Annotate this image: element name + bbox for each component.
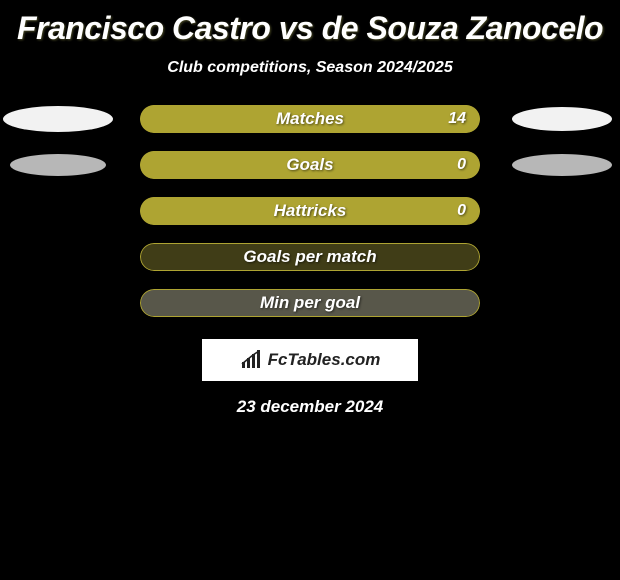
stat-bar: Min per goal (140, 289, 480, 317)
stat-bar: Matches14 (140, 105, 480, 133)
stats-rows: Matches14Goals0Hattricks0Goals per match… (0, 105, 620, 317)
stat-row: Goals0 (0, 151, 620, 179)
left-ellipse-slot (0, 106, 116, 132)
page-subtitle: Club competitions, Season 2024/2025 (0, 59, 620, 77)
right-ellipse-slot (504, 107, 620, 131)
bar-value: 0 (457, 151, 466, 179)
bar-value: 14 (448, 105, 466, 133)
stat-row: Min per goal (0, 289, 620, 317)
bar-label: Matches (140, 105, 480, 133)
right-ellipse (512, 154, 612, 176)
stat-row: Hattricks0 (0, 197, 620, 225)
date-text: 23 december 2024 (0, 397, 620, 417)
stat-bar: Hattricks0 (140, 197, 480, 225)
page-title: Francisco Castro vs de Souza Zanocelo (0, 0, 620, 47)
bar-label: Goals per match (140, 243, 480, 271)
chart-icon (240, 350, 262, 370)
stat-bar: Goals0 (140, 151, 480, 179)
bar-value: 0 (457, 197, 466, 225)
attribution-box: FcTables.com (202, 339, 418, 381)
stat-row: Goals per match (0, 243, 620, 271)
left-ellipse-slot (0, 154, 116, 176)
attribution-text: FcTables.com (268, 350, 381, 370)
bar-label: Min per goal (140, 289, 480, 317)
left-ellipse (3, 106, 113, 132)
right-ellipse (512, 107, 612, 131)
left-ellipse (10, 154, 106, 176)
stat-row: Matches14 (0, 105, 620, 133)
bar-label: Goals (140, 151, 480, 179)
stat-bar: Goals per match (140, 243, 480, 271)
bar-label: Hattricks (140, 197, 480, 225)
right-ellipse-slot (504, 154, 620, 176)
